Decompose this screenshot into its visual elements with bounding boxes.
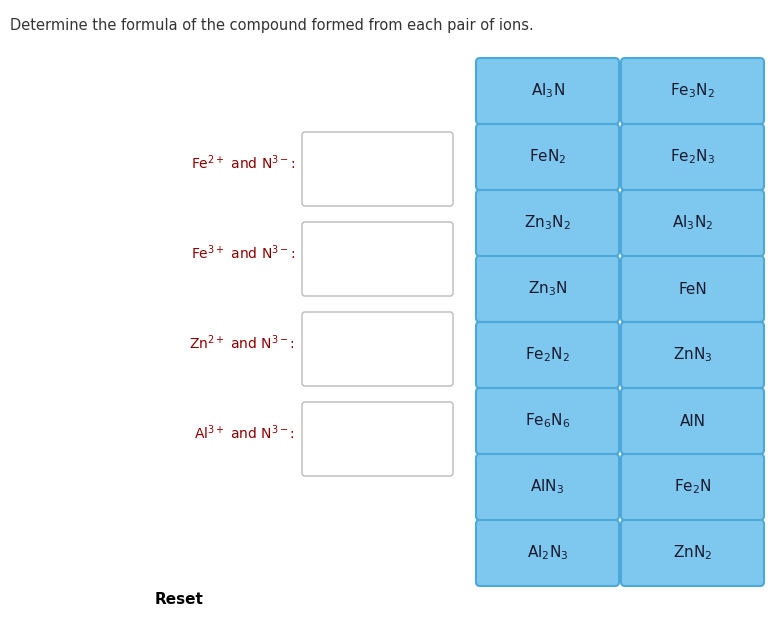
FancyBboxPatch shape — [621, 322, 764, 388]
Text: Fe$^{2+}$ and N$^{3-}$:: Fe$^{2+}$ and N$^{3-}$: — [191, 153, 295, 172]
Text: FeN$_2$: FeN$_2$ — [529, 148, 566, 166]
FancyBboxPatch shape — [302, 402, 453, 476]
FancyBboxPatch shape — [302, 132, 453, 206]
Text: Fe$^{3+}$ and N$^{3-}$:: Fe$^{3+}$ and N$^{3-}$: — [191, 243, 295, 262]
FancyBboxPatch shape — [476, 124, 619, 190]
Text: Al$_3$N$_2$: Al$_3$N$_2$ — [672, 214, 713, 232]
Text: ZnN$_3$: ZnN$_3$ — [673, 346, 712, 364]
FancyBboxPatch shape — [476, 520, 619, 586]
FancyBboxPatch shape — [476, 256, 619, 322]
FancyBboxPatch shape — [621, 520, 764, 586]
FancyBboxPatch shape — [621, 454, 764, 520]
FancyBboxPatch shape — [621, 256, 764, 322]
Text: FeN: FeN — [678, 282, 707, 296]
Text: Al$^{3+}$ and N$^{3-}$:: Al$^{3+}$ and N$^{3-}$: — [194, 424, 295, 442]
Text: Reset: Reset — [155, 593, 204, 608]
Text: Determine the formula of the compound formed from each pair of ions.: Determine the formula of the compound fo… — [10, 18, 534, 33]
FancyBboxPatch shape — [621, 124, 764, 190]
Text: Fe$_2$N: Fe$_2$N — [674, 477, 711, 496]
Text: Fe$_2$N$_3$: Fe$_2$N$_3$ — [670, 148, 715, 166]
FancyBboxPatch shape — [302, 312, 453, 386]
FancyBboxPatch shape — [476, 388, 619, 454]
Text: Al$_3$N: Al$_3$N — [531, 82, 564, 101]
Text: AlN: AlN — [680, 413, 705, 428]
Text: Zn$_3$N: Zn$_3$N — [528, 280, 568, 298]
Text: ZnN$_2$: ZnN$_2$ — [673, 543, 712, 562]
FancyBboxPatch shape — [621, 58, 764, 124]
Text: Al$_2$N$_3$: Al$_2$N$_3$ — [527, 543, 568, 562]
Text: Zn$^{2+}$ and N$^{3-}$:: Zn$^{2+}$ and N$^{3-}$: — [189, 334, 295, 352]
FancyBboxPatch shape — [476, 58, 619, 124]
FancyBboxPatch shape — [476, 454, 619, 520]
FancyBboxPatch shape — [302, 222, 453, 296]
FancyBboxPatch shape — [476, 322, 619, 388]
Text: Fe$_2$N$_2$: Fe$_2$N$_2$ — [525, 346, 570, 364]
FancyBboxPatch shape — [621, 388, 764, 454]
Text: Fe$_6$N$_6$: Fe$_6$N$_6$ — [525, 411, 570, 430]
FancyBboxPatch shape — [621, 190, 764, 256]
Text: Fe$_3$N$_2$: Fe$_3$N$_2$ — [670, 82, 715, 101]
FancyBboxPatch shape — [476, 190, 619, 256]
Text: AlN$_3$: AlN$_3$ — [531, 477, 564, 496]
Text: Zn$_3$N$_2$: Zn$_3$N$_2$ — [524, 214, 571, 232]
